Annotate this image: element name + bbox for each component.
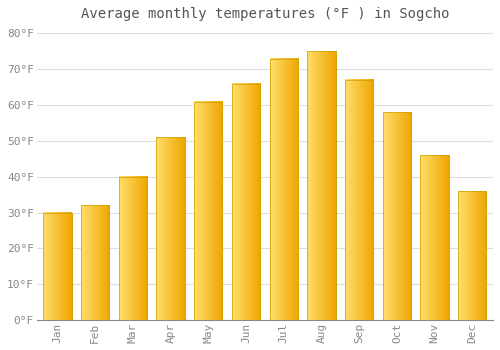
Bar xyxy=(420,155,448,320)
Bar xyxy=(81,205,110,320)
Bar xyxy=(232,84,260,320)
Bar xyxy=(382,112,411,320)
Bar xyxy=(420,155,448,320)
Bar xyxy=(382,112,411,320)
Bar xyxy=(308,51,336,320)
Bar xyxy=(44,212,72,320)
Bar xyxy=(270,58,298,320)
Bar xyxy=(458,191,486,320)
Bar xyxy=(118,177,147,320)
Bar xyxy=(458,191,486,320)
Bar xyxy=(194,102,222,320)
Bar xyxy=(345,80,374,320)
Bar xyxy=(308,51,336,320)
Bar xyxy=(194,102,222,320)
Title: Average monthly temperatures (°F ) in Sogcho: Average monthly temperatures (°F ) in So… xyxy=(80,7,449,21)
Bar xyxy=(118,177,147,320)
Bar xyxy=(345,80,374,320)
Bar xyxy=(270,58,298,320)
Bar xyxy=(232,84,260,320)
Bar xyxy=(44,212,72,320)
Bar xyxy=(156,137,184,320)
Bar xyxy=(81,205,110,320)
Bar xyxy=(156,137,184,320)
